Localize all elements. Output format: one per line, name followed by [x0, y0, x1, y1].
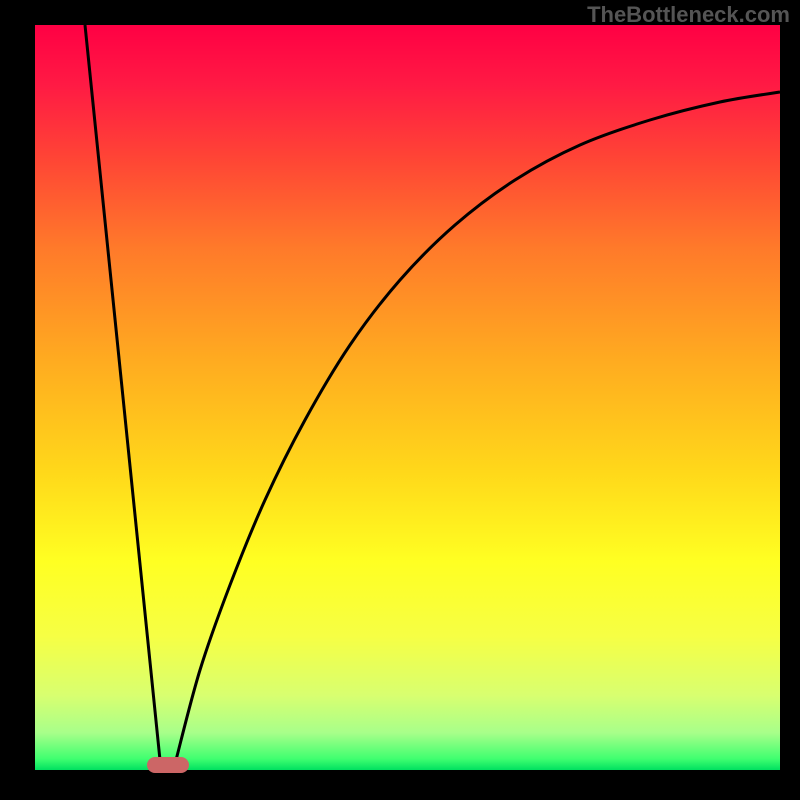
chart-svg [0, 0, 800, 800]
watermark-text: TheBottleneck.com [587, 2, 790, 28]
chart-root: TheBottleneck.com [0, 0, 800, 800]
minimum-marker [147, 757, 189, 773]
plot-background [35, 25, 780, 770]
